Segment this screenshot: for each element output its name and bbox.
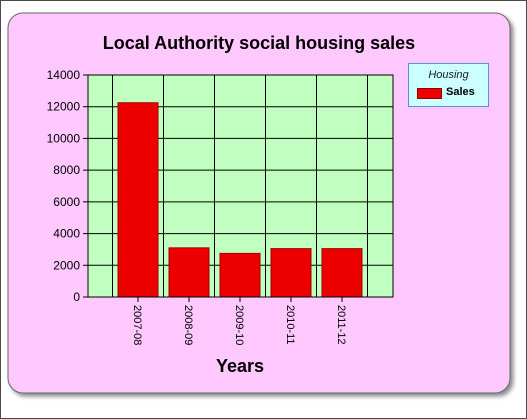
y-tick-label: 6000 bbox=[53, 195, 80, 209]
x-axis-title: Years bbox=[216, 356, 264, 376]
bar-2010-11 bbox=[270, 248, 312, 298]
x-tick-label: 2007-08 bbox=[131, 305, 143, 345]
legend-title: Housing bbox=[428, 69, 469, 81]
y-tick-label: 12000 bbox=[47, 100, 81, 114]
x-tick-label: 2010-11 bbox=[284, 305, 296, 345]
y-tick-label: 8000 bbox=[53, 163, 80, 177]
y-axis: 0 2000 4000 6000 8000 10000 12000 14000 bbox=[47, 68, 88, 304]
bar-2011-12 bbox=[321, 248, 363, 298]
x-tick-label: 2011-12 bbox=[335, 305, 347, 345]
legend-label-sales: Sales bbox=[446, 86, 475, 98]
y-tick-label: 10000 bbox=[47, 131, 81, 145]
x-tick-label: 2009-10 bbox=[233, 305, 245, 345]
y-tick-label: 14000 bbox=[47, 68, 81, 82]
y-tick-label: 4000 bbox=[53, 227, 80, 241]
bar-2009-10 bbox=[219, 252, 261, 298]
legend: Housing Sales bbox=[408, 63, 489, 107]
legend-swatch-sales bbox=[417, 88, 442, 99]
x-axis: 2007-08 2008-09 2009-10 2010-11 2011-12 bbox=[131, 297, 347, 345]
bar-2007-08 bbox=[117, 102, 159, 298]
y-tick-label: 0 bbox=[73, 290, 80, 304]
x-tick-label: 2008-09 bbox=[182, 305, 194, 345]
y-tick-label: 2000 bbox=[53, 258, 80, 272]
chart-title: Local Authority social housing sales bbox=[103, 33, 415, 53]
bar-2008-09 bbox=[168, 247, 210, 298]
